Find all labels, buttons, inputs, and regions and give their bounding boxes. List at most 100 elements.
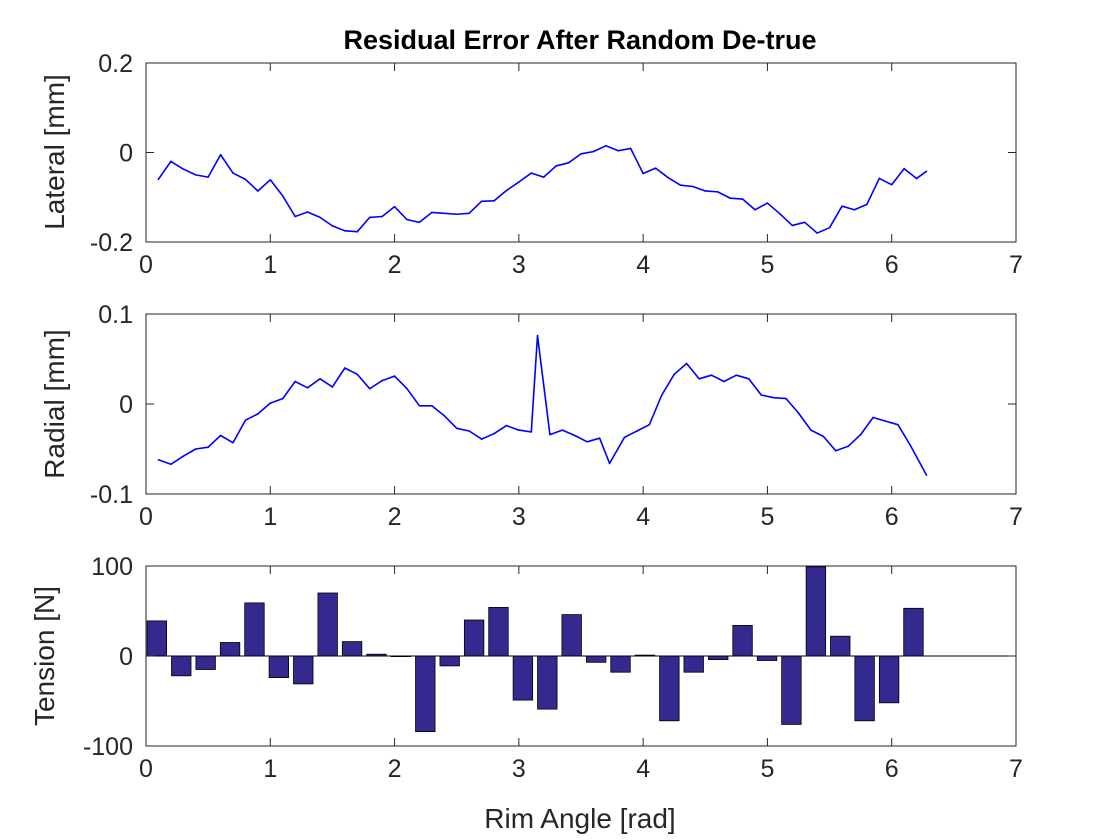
radial-data-point: [294, 380, 296, 383]
lateral-data-point: [853, 208, 856, 211]
radial-data-point: [608, 462, 611, 465]
lateral-data-point: [704, 190, 707, 192]
lateral-data-point: [356, 230, 359, 233]
radial-xtick-label: 3: [512, 503, 526, 531]
radial-xtick-label: 1: [263, 503, 277, 531]
lateral-data-layer: [157, 144, 928, 234]
radial-data-point: [925, 474, 928, 476]
radial-data-point: [660, 394, 663, 396]
lateral-data-point: [269, 179, 272, 181]
tension-bar: [805, 566, 827, 657]
lateral-data-point: [170, 160, 172, 163]
lateral-data-point: [455, 213, 458, 216]
radial-data-point: [356, 373, 359, 376]
radial-data-point: [219, 434, 222, 437]
lateral-data-point: [518, 181, 520, 183]
radial-data-point: [685, 362, 688, 365]
radial-data-point: [170, 463, 172, 466]
plot-radial-frame: [145, 313, 1017, 495]
tension-bar: [171, 655, 192, 677]
tension-bar: [512, 655, 534, 701]
lateral-data-point: [667, 176, 669, 179]
lateral-data-point: [766, 202, 769, 204]
radial-data-point: [530, 431, 533, 433]
radial-data-point: [536, 334, 539, 337]
radial-data-point: [344, 367, 346, 369]
tension-bar: [219, 642, 241, 657]
radial-data-point: [872, 416, 874, 419]
lateral-data-point: [580, 153, 582, 155]
radial-data-point: [797, 412, 800, 414]
radial-xtick-label: 7: [1009, 503, 1023, 531]
radial-data-point: [586, 441, 589, 443]
lateral-data-point: [890, 183, 893, 186]
radial-data-point: [157, 459, 160, 461]
lateral-xtick-label: 7: [1009, 251, 1023, 279]
tension-bar: [463, 619, 485, 657]
lateral-data-point: [194, 174, 197, 176]
radial-data-point: [418, 405, 421, 407]
tension-ytick-label: 100: [91, 553, 133, 581]
lateral-data-point: [505, 189, 508, 192]
tension-xtick-label: 3: [512, 755, 526, 783]
plot-radial-ylabel: Radial [mm]: [39, 329, 70, 478]
tension-ytick-label: -100: [83, 733, 133, 761]
radial-data-point: [505, 424, 508, 427]
tension-bar: [854, 655, 875, 722]
lateral-data-point: [779, 213, 781, 215]
tension-xtick-label: 2: [388, 755, 402, 783]
radial-data-point: [648, 423, 651, 426]
tension-bar: [561, 614, 582, 657]
lateral-data-point: [791, 224, 794, 227]
plot-tension: Tension [N] Rim Angle [rad] 0 1 2 3 4 5 6 7 -100…: [29, 553, 1023, 834]
plot-tension-xlabel: Rim Angle [rad]: [484, 803, 675, 834]
lateral-data-point: [828, 226, 831, 229]
radial-data-point: [561, 429, 564, 431]
radial-ytick-label: 0: [119, 391, 133, 419]
radial-data-point: [884, 420, 887, 422]
radial-data-point: [735, 374, 738, 377]
tension-bar: [488, 607, 509, 657]
radial-data-point: [493, 432, 495, 435]
radial-data-point: [785, 397, 787, 400]
lateral-data-point: [925, 170, 928, 173]
radial-data-point: [269, 402, 272, 404]
lateral-data-point: [542, 176, 545, 178]
tension-bar: [341, 641, 363, 657]
radial-data-point: [573, 434, 576, 437]
radial-data-point: [368, 387, 371, 390]
radial-data-point: [847, 445, 850, 448]
radial-xtick-label: 0: [139, 503, 153, 531]
tension-bar: [781, 655, 802, 725]
tension-bar: [586, 655, 607, 663]
tension-bar: [268, 655, 290, 679]
lateral-data-point: [617, 149, 620, 152]
lateral-data-point: [629, 147, 632, 150]
radial-data-point: [393, 375, 396, 377]
radial-data-point: [182, 455, 185, 458]
lateral-data-point: [344, 230, 346, 232]
tension-bar: [244, 602, 265, 657]
tension-xtick-label: 7: [1009, 755, 1023, 783]
radial-data-point: [834, 450, 837, 452]
tension-bar: [293, 655, 314, 685]
lateral-data-point: [157, 178, 160, 181]
tension-xtick-label: 0: [139, 755, 153, 783]
lateral-xtick-label: 6: [885, 251, 899, 279]
lateral-data-point: [182, 168, 185, 170]
radial-xtick-label: 2: [388, 503, 402, 531]
radial-data-point: [723, 380, 725, 383]
lateral-data-point: [803, 221, 806, 224]
tension-bar: [146, 620, 167, 657]
lateral-xtick-label: 4: [636, 251, 650, 279]
lateral-data-point: [480, 200, 483, 203]
lateral-data-point: [692, 185, 694, 188]
tension-bar: [610, 655, 631, 673]
lateral-data-point: [903, 167, 905, 170]
radial-data-point: [319, 378, 321, 380]
lateral-xtick-label: 5: [760, 251, 774, 279]
lateral-data-point: [306, 211, 309, 213]
radial-data-point: [381, 379, 383, 382]
lateral-data-point: [654, 167, 657, 169]
tension-bar: [537, 655, 558, 710]
